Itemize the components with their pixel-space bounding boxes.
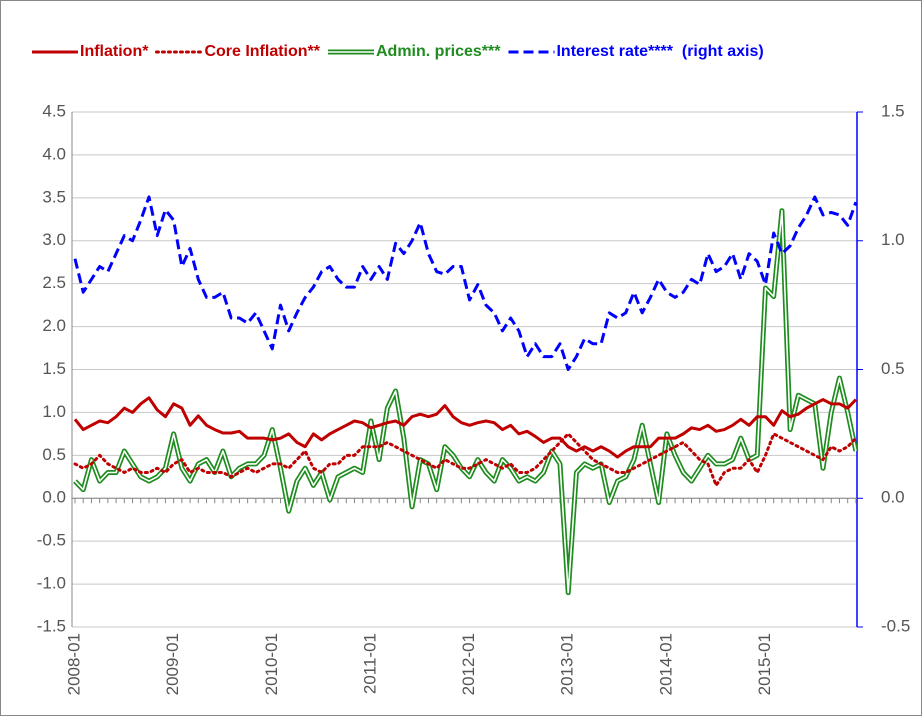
y-tick-label: 1.0: [42, 402, 66, 421]
x-tick-label: 2009-01: [163, 633, 182, 695]
y-tick-label: 4.5: [42, 101, 66, 120]
y-tick-label: -1.5: [37, 616, 66, 635]
y2-tick-label: 0.5: [881, 359, 905, 378]
legend-label: Admin. prices***: [376, 43, 501, 60]
x-tick-label: 2012-01: [459, 633, 478, 695]
series-line: [73, 396, 857, 459]
y2-tick-label: 1.5: [881, 101, 905, 120]
y-tick-label: -1.0: [37, 574, 66, 593]
x-tick-label: 2010-01: [262, 633, 281, 695]
series-line: [73, 195, 858, 371]
y-tick-label: 3.0: [42, 230, 66, 249]
legend-label: Inflation*: [80, 43, 149, 60]
x-tick-label: 2013-01: [558, 633, 577, 695]
y-tick-label: 3.5: [42, 187, 66, 206]
x-tick-label: 2008-01: [64, 633, 83, 695]
x-tick-label: 2011-01: [360, 633, 379, 694]
x-tick-label: 2015-01: [755, 633, 774, 695]
y-tick-label: -0.5: [37, 531, 66, 550]
y-tick-label: 0.0: [42, 488, 66, 507]
legend-label: Core Inflation**: [204, 43, 320, 60]
y2-tick-label: -0.5: [881, 616, 910, 635]
y-tick-label: 2.0: [42, 316, 66, 335]
legend-label: Interest rate**** (right axis): [556, 43, 763, 60]
series-line-inner: [74, 209, 857, 594]
y2-tick-label: 1.0: [881, 230, 905, 249]
y-tick-label: 1.5: [42, 359, 66, 378]
y-tick-label: 0.5: [42, 445, 66, 464]
x-tick-label: 2014-01: [656, 633, 675, 695]
y-tick-label: 4.0: [42, 144, 66, 163]
y-tick-label: 2.5: [42, 273, 66, 292]
series-line: [73, 432, 858, 487]
y2-tick-label: 0.0: [881, 488, 905, 507]
